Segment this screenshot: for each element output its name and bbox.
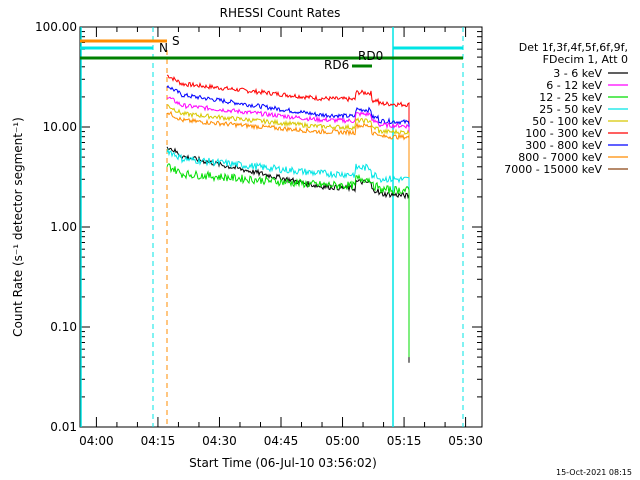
series-curve-7 [166,163,410,358]
y-tick-label: 1.00 [50,220,77,234]
count-rate-curves [166,74,410,363]
x-tick-label: 04:00 [79,434,114,448]
annotation-n: N [159,41,168,55]
annotation-s: S [172,34,180,48]
x-axis-label: Start Time (06-Jul-10 03:56:02) [189,456,377,470]
legend-label: 6 - 12 keV [546,79,602,92]
x-tick-label: 04:30 [202,434,237,448]
series-curve-2 [166,96,410,293]
x-tick-label: 05:30 [448,434,483,448]
legend-header: Det 1f,3f,4f,5f,6f,9f, [519,41,628,54]
legend-label: 300 - 800 keV [525,139,602,152]
legend-header: FDecim 1, Att 0 [543,53,628,66]
time-guides [80,27,464,427]
y-tick-label: 100.00 [35,20,77,34]
y-axis-label: Count Rate (s⁻¹ detector segment⁻¹) [11,117,25,337]
series-curve-6 [166,147,410,347]
legend-label: 100 - 300 keV [525,127,602,140]
series-curve-0 [166,74,410,272]
legend-label: 3 - 6 keV [553,67,602,80]
series-curve-3 [166,104,410,300]
legend-label: 12 - 25 keV [539,91,602,104]
legend-label: 25 - 50 keV [539,103,602,116]
y-tick-label: 10.00 [43,120,77,134]
legend-label: 7000 - 15000 keV [504,163,602,176]
plot-frame [79,26,483,428]
attenuator-segments: SN RD6 RD0 [80,34,463,72]
x-tick-label: 04:15 [141,434,176,448]
y-tick-label: 0.01 [50,420,77,434]
y-tick-label: 0.10 [50,320,77,334]
legend-label: 50 - 100 keV [532,115,602,128]
x-axis: 04:00 04:15 04:30 04:45 05:00 05:15 05:30 [79,27,483,448]
x-tick-label: 04:45 [264,434,299,448]
x-tick-label: 05:00 [325,434,360,448]
chart-title: RHESSI Count Rates [220,6,341,20]
timestamp: 15-Oct-2021 08:15 [556,468,632,477]
legend-label: 800 - 7000 keV [518,151,602,164]
y-axis: 0.01 0.10 1.00 10.00 100.00 [35,20,482,434]
annotation-rd6: RD6 [324,58,349,72]
series-curve-1 [166,85,410,289]
annotation-rd0: RD0 [358,49,383,63]
series-curve-5 [166,146,410,363]
legend: Det 1f,3f,4f,5f,6f,9f,FDecim 1, Att 03 -… [504,41,628,176]
series-curve-4 [166,110,410,304]
x-tick-label: 05:15 [387,434,422,448]
